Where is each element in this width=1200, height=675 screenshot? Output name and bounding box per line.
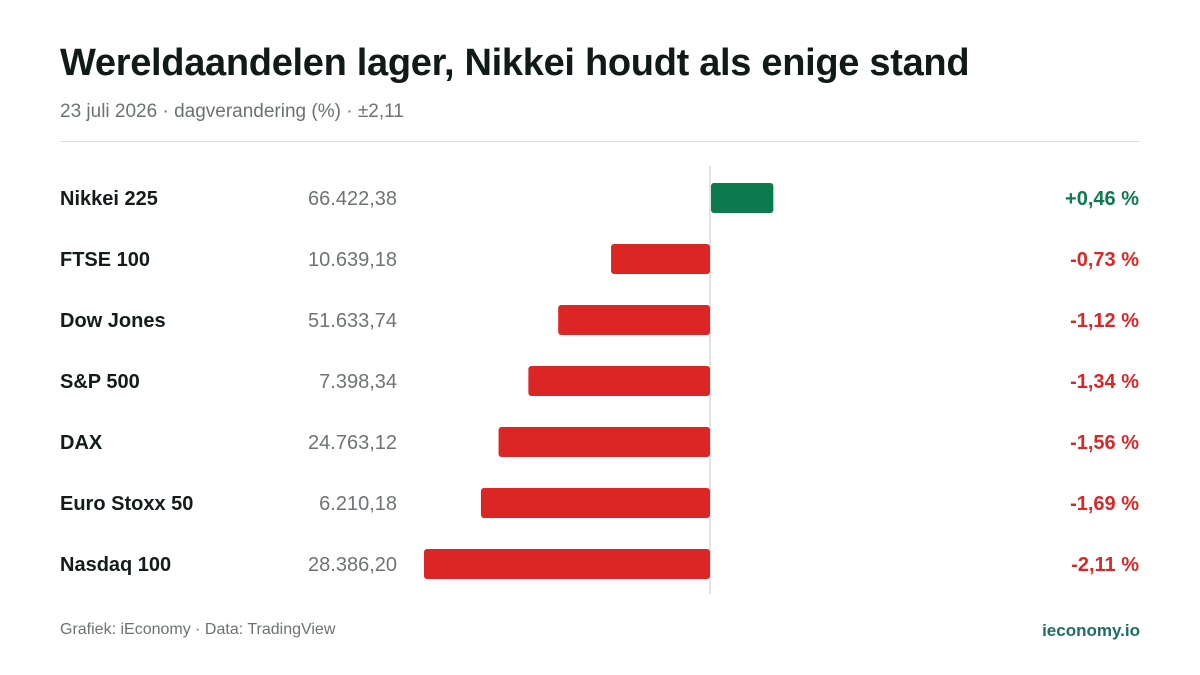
index-level-label: 10.639,18 [308, 249, 397, 271]
value-label: -2,11 % [1071, 554, 1139, 576]
chart-subtitle: 23 juli 2026 · dagverandering (%) · ±2,1… [60, 101, 404, 122]
bar-ftse-100 [611, 244, 710, 274]
source-credit: Grafiek: iEconomy · Data: TradingView [60, 621, 336, 638]
category-label: Nasdaq 100 [60, 554, 171, 576]
category-label: S&P 500 [60, 371, 140, 393]
index-level-label: 28.386,20 [308, 554, 397, 576]
value-label: +0,46 % [1065, 188, 1139, 210]
index-level-label: 51.633,74 [308, 310, 397, 332]
index-level-label: 24.763,12 [308, 432, 397, 454]
bar-s-p-500 [528, 366, 710, 396]
value-label: -1,12 % [1070, 310, 1139, 332]
index-level-label: 66.422,38 [308, 188, 397, 210]
bar-dow-jones [558, 305, 710, 335]
category-label: DAX [60, 432, 103, 454]
index-level-label: 7.398,34 [319, 371, 397, 393]
bar-dax [498, 427, 710, 457]
value-label: -1,56 % [1070, 432, 1139, 454]
value-label: -1,69 % [1070, 493, 1139, 515]
bar-nasdaq-100 [424, 549, 710, 579]
category-label: Dow Jones [60, 310, 166, 332]
index-level-label: 6.210,18 [319, 493, 397, 515]
header-divider [60, 141, 1140, 142]
category-label: Euro Stoxx 50 [60, 493, 193, 515]
chart-title: Wereldaandelen lager, Nikkei houdt als e… [60, 42, 970, 84]
category-label: Nikkei 225 [60, 188, 158, 210]
brand-link[interactable]: ieconomy.io [1042, 621, 1140, 640]
category-label: FTSE 100 [60, 249, 150, 271]
bar-euro-stoxx-50 [480, 488, 710, 518]
value-label: -0,73 % [1070, 249, 1139, 271]
value-label: -1,34 % [1070, 371, 1139, 393]
bar-nikkei-225 [711, 183, 774, 213]
